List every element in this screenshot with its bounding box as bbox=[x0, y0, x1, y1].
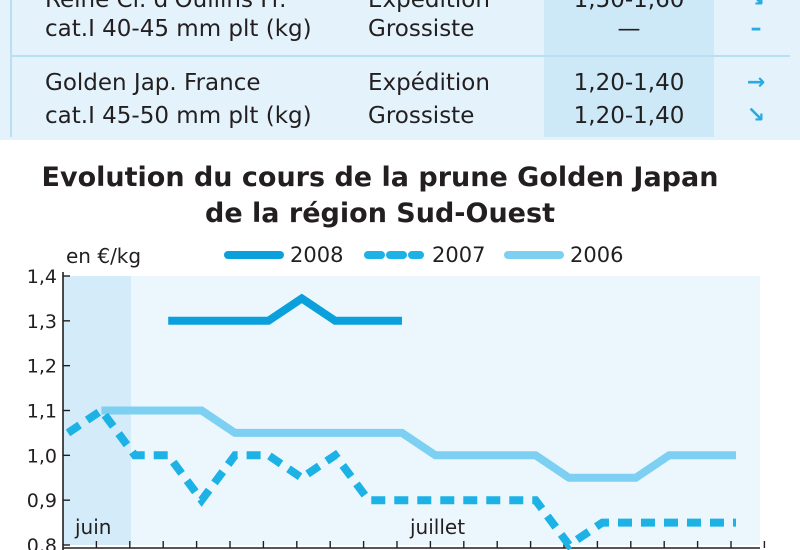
table-row: Golden Jap. France Expédition 1,20-1,40 … bbox=[0, 66, 800, 100]
price-cell: 1,20-1,40 bbox=[573, 70, 685, 96]
trend-arrow-icon: – bbox=[750, 16, 762, 41]
product-cell: Reine Cl. d'Oullins Fr. bbox=[45, 0, 287, 13]
price-column-band bbox=[544, 0, 714, 137]
legend-label-2006: 2006 bbox=[570, 243, 623, 267]
table-row: cat.I 45-50 mm plt (kg) Grossiste 1,20-1… bbox=[0, 99, 800, 133]
y-tick-label: 1,0 bbox=[27, 445, 57, 467]
y-tick-label: 1,4 bbox=[27, 266, 57, 288]
product-cell: cat.I 45-50 mm plt (kg) bbox=[45, 103, 312, 129]
series-line-2006 bbox=[101, 406, 736, 482]
trend-arrow-icon: ↘ bbox=[728, 0, 784, 17]
chart-panel: Evolution du cours de la prune Golden Ja… bbox=[0, 140, 800, 550]
trend-arrow-icon: → bbox=[746, 70, 766, 95]
period-label-juillet: juillet bbox=[409, 515, 465, 539]
product-cell: cat.I 40-45 mm plt (kg) bbox=[45, 16, 312, 42]
stage-cell: Grossiste bbox=[368, 16, 475, 42]
y-tick-label: 0,8 bbox=[27, 535, 57, 550]
chart-title: Evolution du cours de la prune Golden Ja… bbox=[41, 162, 719, 193]
y-axis-label: en €/kg bbox=[66, 244, 141, 268]
y-tick-label: 1,2 bbox=[27, 356, 57, 378]
y-tick-label: 1,1 bbox=[27, 401, 57, 423]
stage-cell: Expédition bbox=[368, 0, 490, 13]
trend-arrow-icon: ↘ bbox=[746, 103, 766, 128]
legend-label-2008: 2008 bbox=[290, 243, 343, 267]
price-table: Reine Cl. d'Oullins Fr. Expédition 1,50-… bbox=[0, 0, 800, 140]
price-cell: 1,20-1,40 bbox=[573, 103, 685, 129]
stage-cell: Expédition bbox=[368, 70, 490, 96]
period-label-juin: juin bbox=[74, 515, 111, 539]
stage-cell: Grossiste bbox=[368, 103, 475, 129]
table-frame bbox=[10, 0, 792, 137]
table-row: cat.I 40-45 mm plt (kg) Grossiste — – bbox=[0, 12, 800, 46]
product-cell: Golden Jap. France bbox=[45, 70, 261, 96]
row-separator bbox=[12, 55, 790, 57]
chart-subtitle: de la région Sud-Ouest bbox=[205, 198, 555, 229]
series-line-2007 bbox=[65, 405, 736, 550]
price-cell: 1,50-1,60 bbox=[573, 0, 685, 13]
y-tick-label: 0,9 bbox=[27, 490, 57, 512]
table-row: Reine Cl. d'Oullins Fr. Expédition 1,50-… bbox=[0, 0, 800, 17]
y-tick-label: 1,3 bbox=[27, 311, 57, 333]
price-cell: — bbox=[617, 16, 641, 42]
series-line-2008 bbox=[168, 293, 402, 325]
legend-label-2007: 2007 bbox=[432, 243, 485, 267]
